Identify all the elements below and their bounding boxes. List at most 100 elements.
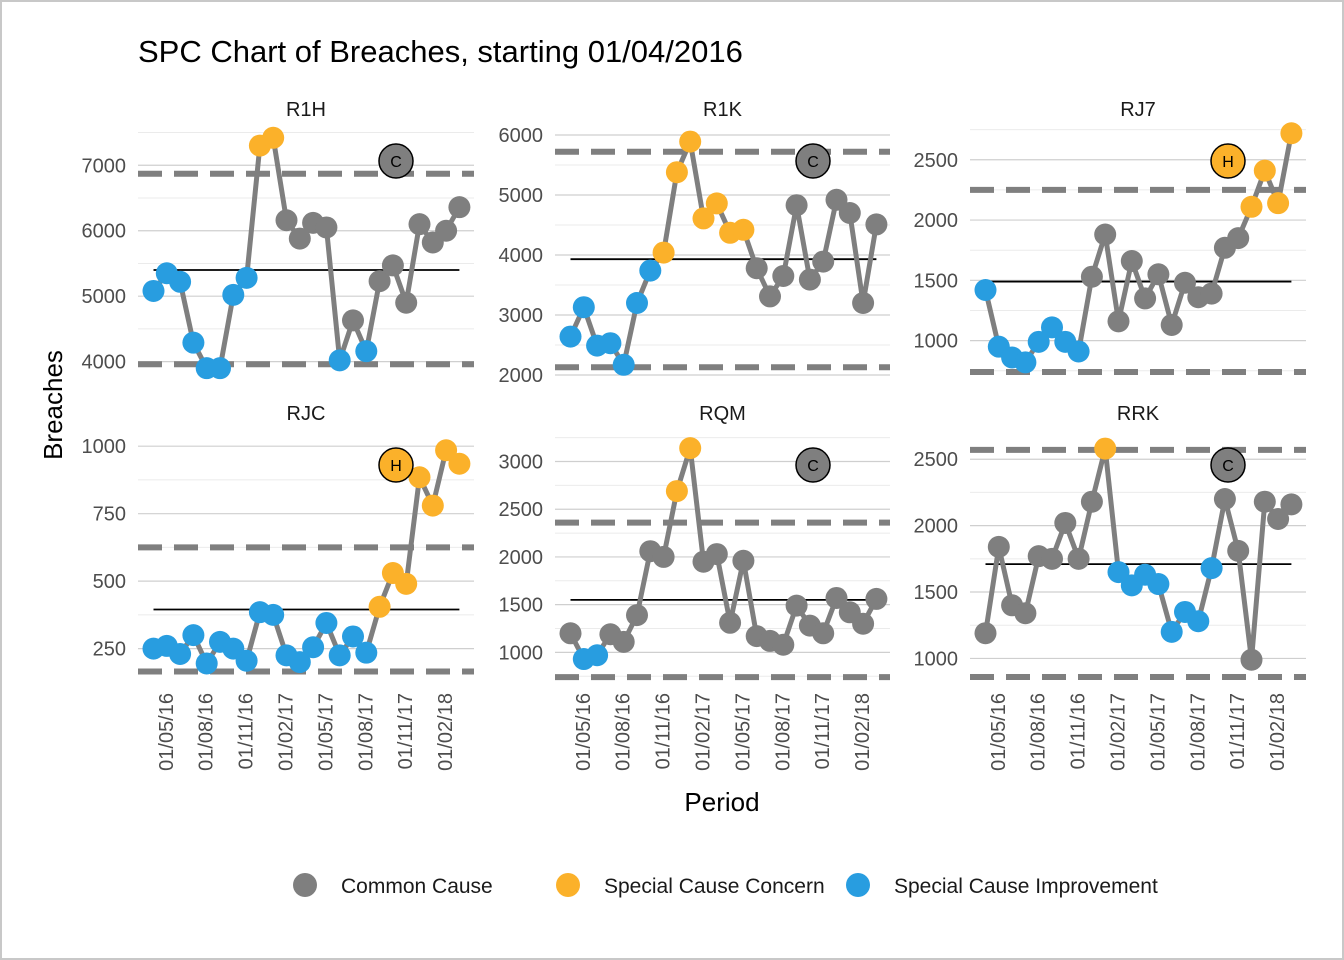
data-point: [169, 270, 192, 293]
x-tick-label: 01/05/16: [573, 693, 595, 771]
panel-r1h: R1H 4000 5000 6000 7000 C: [82, 99, 474, 380]
x-tick-label: 01/02/18: [435, 693, 457, 771]
y-tick-label: 2000: [499, 365, 544, 387]
x-tick-label: 01/08/16: [613, 693, 635, 771]
data-point: [195, 652, 218, 675]
data-point: [987, 535, 1010, 558]
data-point: [1080, 265, 1103, 288]
data-point: [1200, 557, 1223, 580]
data-point: [665, 161, 688, 184]
data-point: [679, 437, 702, 460]
data-point: [599, 332, 622, 355]
data-point: [1094, 437, 1117, 460]
data-point: [448, 452, 471, 475]
panel-r1k: R1K 2000 3000 4000 5000 6000 C: [499, 99, 890, 387]
data-point: [1067, 340, 1090, 363]
data-point: [1107, 561, 1130, 584]
x-tick-label: 01/05/17: [315, 693, 337, 771]
legend-label: Special Cause Improvement: [894, 875, 1158, 898]
data-point: [559, 325, 582, 348]
panel-rrk: RRK 1000 1500 2000 2500 C 01/05/16 01/08/16 01/1…: [914, 403, 1306, 771]
data-point: [1014, 602, 1037, 625]
data-point: [368, 595, 391, 618]
assurance-badge-label: H: [1222, 154, 1234, 171]
y-tick-label: 5000: [499, 185, 544, 207]
data-point: [626, 604, 648, 627]
data-point: [586, 644, 609, 667]
y-tick-label: 2000: [499, 547, 544, 569]
assurance-badge: [1210, 143, 1246, 179]
data-point: [759, 285, 781, 308]
data-point: [1267, 192, 1290, 215]
data-point: [288, 227, 311, 250]
data-point: [302, 636, 325, 659]
series-line: [568, 139, 879, 368]
data-point: [559, 622, 582, 645]
data-point: [772, 265, 795, 287]
data-point: [209, 357, 231, 380]
y-tick-label: 2000: [914, 516, 959, 538]
data-point: [772, 633, 795, 656]
data-point: [825, 586, 848, 609]
series-line: [983, 132, 1294, 365]
y-tick-label: 1500: [914, 582, 959, 604]
data-point: [1067, 547, 1090, 570]
legend-swatch: [556, 873, 580, 897]
x-tick-label: 01/05/16: [156, 693, 178, 771]
data-point: [1187, 610, 1210, 633]
data-point: [1041, 547, 1063, 570]
data-point: [1280, 493, 1303, 516]
data-point: [692, 207, 715, 230]
y-tick-label: 6000: [82, 221, 127, 243]
data-point: [381, 254, 404, 277]
data-point: [1253, 490, 1276, 513]
x-tick-label: 01/05/17: [732, 693, 754, 771]
data-point: [852, 292, 875, 314]
y-tick-label: 6000: [499, 125, 544, 147]
panel-rqm: RQM 1000 1500 2000 2500 3000 C 01/05/16 01/08/16…: [499, 403, 890, 771]
panel-title: RQM: [699, 403, 746, 425]
data-point: [222, 283, 245, 306]
data-point: [408, 213, 431, 236]
assurance-badge-label: C: [390, 154, 402, 171]
data-point: [639, 259, 662, 282]
data-point: [1280, 122, 1303, 145]
y-tick-label: 4000: [499, 245, 544, 267]
assurance-badge-label: C: [807, 154, 819, 171]
data-point: [679, 130, 702, 153]
data-point: [421, 494, 444, 517]
data-point: [745, 257, 768, 280]
x-tick-label: 01/02/18: [852, 693, 874, 771]
x-tick-label: 01/02/18: [1267, 693, 1289, 771]
y-axis-label: Breaches: [38, 350, 68, 460]
data-point: [235, 649, 258, 672]
data-point: [732, 549, 755, 572]
data-point: [328, 644, 351, 667]
panel-title: RJC: [287, 403, 326, 425]
legend-item: Common Cause: [293, 873, 493, 898]
data-point: [1027, 330, 1050, 353]
y-tick-label: 4000: [82, 352, 127, 374]
data-point: [1267, 507, 1290, 530]
y-tick-label: 5000: [82, 286, 127, 308]
x-tick-label: 01/08/16: [196, 693, 218, 771]
y-tick-label: 500: [93, 571, 126, 593]
y-tick-label: 2500: [499, 499, 544, 521]
y-tick-label: 1500: [914, 270, 959, 292]
assurance-badge-label: C: [1222, 458, 1234, 475]
y-tick-label: 1000: [82, 436, 127, 458]
data-point: [1253, 159, 1276, 182]
data-point: [395, 291, 418, 314]
x-tick-label: 01/02/17: [276, 693, 298, 771]
data-point: [1227, 539, 1250, 562]
data-point: [448, 196, 471, 219]
data-point: [262, 126, 285, 149]
data-point: [1080, 490, 1103, 513]
data-point: [315, 611, 338, 634]
x-tick-label: 01/08/17: [355, 693, 377, 771]
data-point: [1240, 195, 1263, 218]
assurance-badge: [1210, 447, 1246, 483]
data-point: [974, 278, 997, 301]
facet-panels: R1H 4000 5000 6000 7000 C R1K 2000 3000 4000 5000 6…: [82, 99, 1306, 771]
y-tick-label: 2000: [914, 210, 959, 232]
